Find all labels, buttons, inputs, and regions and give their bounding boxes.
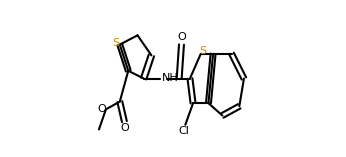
Text: S: S <box>200 46 207 56</box>
Text: S: S <box>112 38 119 48</box>
Text: O: O <box>97 104 106 114</box>
Text: Cl: Cl <box>178 126 189 136</box>
Text: O: O <box>177 32 186 42</box>
Text: NH: NH <box>162 73 178 84</box>
Text: O: O <box>120 123 129 133</box>
